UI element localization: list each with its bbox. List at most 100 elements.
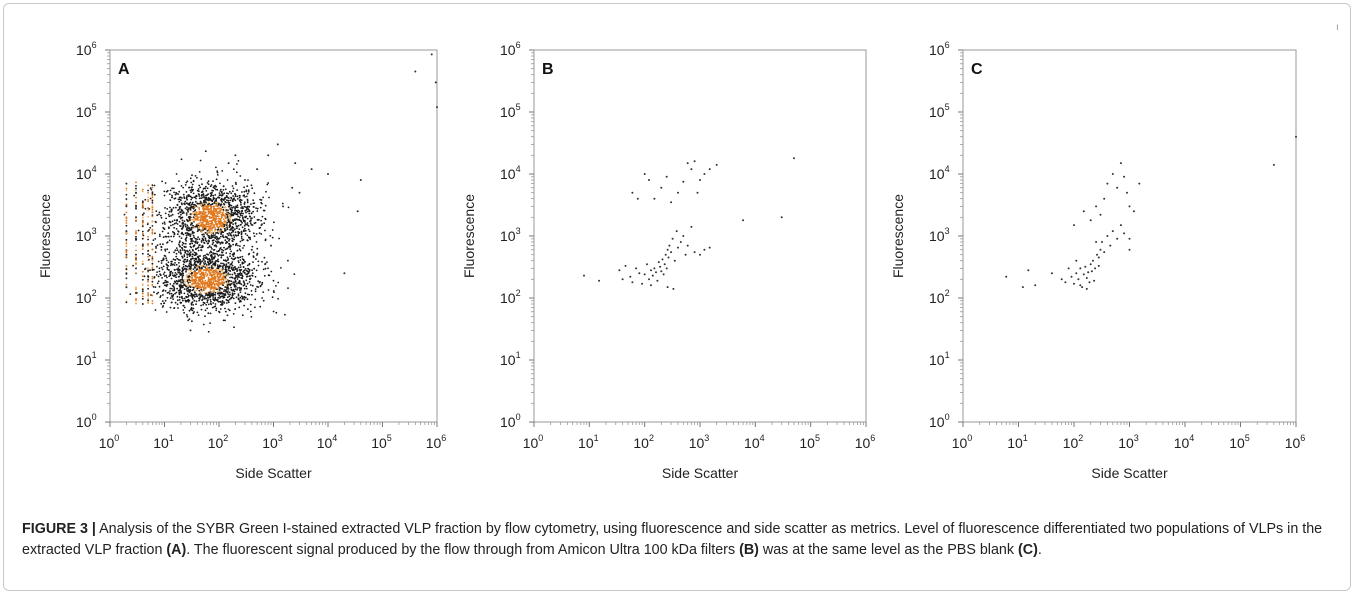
- caption-ref-b: (B): [739, 542, 759, 558]
- data-point: [179, 251, 182, 254]
- data-point: [230, 227, 233, 230]
- data-point: [164, 279, 167, 282]
- data-point: [204, 187, 207, 190]
- data-point: [135, 191, 137, 194]
- data-point: [135, 259, 137, 262]
- data-point: [180, 158, 183, 161]
- data-point: [192, 249, 194, 252]
- data-point: [234, 209, 236, 212]
- data-point: [234, 228, 236, 231]
- data-point: [204, 231, 207, 234]
- data-point: [239, 256, 242, 259]
- data-point: [222, 249, 225, 252]
- data-point: [163, 281, 166, 284]
- data-point: [171, 272, 174, 274]
- data-point: [211, 243, 214, 246]
- data-point: [225, 209, 228, 211]
- data-point: [177, 209, 180, 212]
- data-point: [241, 275, 244, 278]
- data-point: [239, 274, 242, 276]
- data-point: [686, 162, 689, 165]
- data-point: [141, 244, 144, 247]
- data-point: [181, 203, 183, 206]
- x-tick-exponent: 1: [1023, 433, 1028, 443]
- data-point: [198, 202, 201, 205]
- data-point: [190, 303, 193, 306]
- data-point: [203, 217, 206, 220]
- data-point: [631, 191, 634, 194]
- data-point: [230, 234, 232, 237]
- data-point: [202, 262, 205, 264]
- data-point: [135, 204, 137, 207]
- data-point: [206, 281, 209, 283]
- data-point: [184, 207, 187, 210]
- data-point: [197, 188, 200, 190]
- data-point: [249, 215, 252, 218]
- data-point: [200, 212, 202, 215]
- data-point: [164, 248, 167, 251]
- data-point: [201, 237, 204, 240]
- data-point: [181, 270, 184, 273]
- data-point: [190, 269, 193, 272]
- data-point: [239, 245, 241, 248]
- y-tick-exponent: 2: [945, 288, 950, 298]
- data-point: [172, 187, 175, 190]
- data-point: [183, 311, 186, 314]
- data-point: [137, 229, 140, 232]
- data-point: [224, 212, 227, 215]
- data-point: [230, 286, 233, 289]
- data-point: [1085, 287, 1088, 290]
- data-point: [234, 272, 236, 275]
- data-point: [233, 290, 236, 293]
- data-point: [147, 279, 150, 282]
- data-point: [123, 213, 126, 216]
- data-point: [219, 254, 221, 256]
- data-point: [232, 229, 235, 232]
- data-point: [135, 185, 137, 187]
- data-point: [141, 288, 144, 291]
- data-point: [211, 189, 214, 192]
- data-point: [181, 278, 184, 280]
- data-point: [144, 267, 147, 270]
- x-tick-label: 106: [426, 433, 447, 451]
- data-point: [155, 247, 158, 249]
- data-point: [188, 299, 191, 302]
- data-point: [187, 283, 190, 286]
- data-point: [221, 214, 224, 217]
- data-point: [249, 303, 252, 306]
- data-point: [224, 221, 226, 224]
- data-point: [135, 258, 137, 260]
- data-point: [192, 268, 195, 270]
- data-point: [243, 287, 246, 290]
- data-point: [212, 234, 215, 237]
- data-point: [257, 280, 260, 283]
- data-point: [173, 251, 176, 254]
- data-point: [228, 213, 230, 216]
- data-point: [190, 240, 193, 243]
- data-point: [267, 154, 270, 157]
- data-point: [211, 267, 214, 270]
- data-point: [250, 184, 253, 187]
- data-point: [213, 299, 216, 301]
- data-point: [224, 248, 227, 251]
- data-point: [224, 274, 227, 277]
- data-point: [125, 187, 128, 190]
- data-point: [194, 285, 197, 288]
- data-point: [264, 204, 267, 207]
- data-point: [151, 269, 154, 271]
- data-point: [125, 255, 128, 258]
- data-point: [222, 185, 225, 188]
- y-tick-exponent: 4: [516, 164, 521, 174]
- data-point: [650, 269, 652, 272]
- data-point: [359, 179, 362, 181]
- data-point: [204, 262, 207, 265]
- data-point: [264, 263, 267, 266]
- data-point: [213, 278, 216, 281]
- data-point: [261, 260, 263, 263]
- data-point: [287, 287, 289, 289]
- data-point: [227, 219, 230, 221]
- data-point: [222, 292, 224, 295]
- x-tick-exponent: 4: [760, 433, 765, 443]
- data-point: [186, 206, 188, 209]
- data-point: [207, 199, 210, 202]
